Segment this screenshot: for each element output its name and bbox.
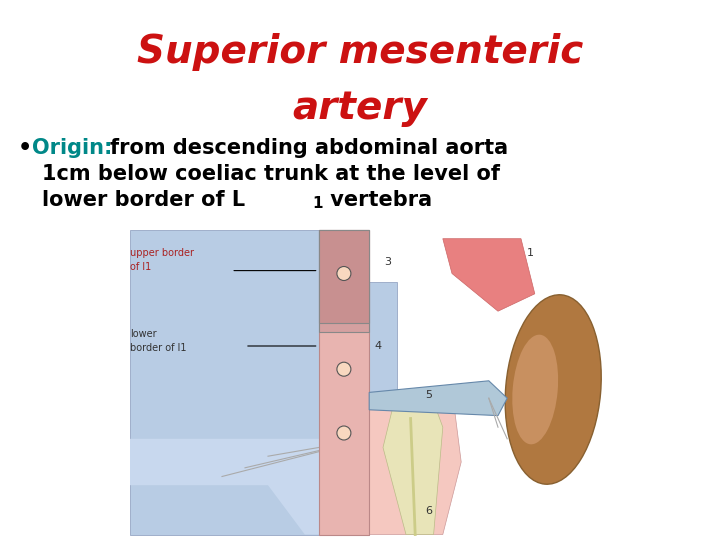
Text: 1cm below coeliac trunk at the level of: 1cm below coeliac trunk at the level of	[42, 164, 500, 184]
Text: of l1: of l1	[130, 262, 151, 272]
Polygon shape	[369, 381, 507, 416]
Ellipse shape	[512, 335, 558, 444]
Text: lower border of L: lower border of L	[42, 190, 245, 210]
Polygon shape	[319, 230, 369, 535]
Polygon shape	[319, 230, 369, 323]
Text: upper border: upper border	[130, 248, 194, 258]
Text: 6: 6	[426, 507, 433, 516]
Text: Superior mesenteric: Superior mesenteric	[137, 33, 583, 71]
Text: artery: artery	[292, 89, 428, 127]
Text: 4: 4	[375, 341, 382, 351]
Circle shape	[337, 426, 351, 440]
Text: 1: 1	[527, 248, 534, 258]
Text: Origin:: Origin:	[32, 138, 112, 158]
Text: •: •	[18, 138, 32, 158]
Polygon shape	[319, 230, 369, 332]
Polygon shape	[130, 439, 369, 535]
Text: lower: lower	[130, 329, 157, 340]
Text: 5: 5	[426, 390, 433, 400]
Polygon shape	[443, 239, 535, 311]
Text: 3: 3	[384, 257, 391, 267]
Polygon shape	[383, 389, 443, 535]
Circle shape	[337, 362, 351, 376]
Text: border of l1: border of l1	[130, 343, 186, 353]
Text: vertebra: vertebra	[323, 190, 432, 210]
Ellipse shape	[505, 295, 601, 484]
Text: from descending abdominal aorta: from descending abdominal aorta	[110, 138, 508, 158]
Text: 1: 1	[312, 197, 323, 212]
Polygon shape	[130, 230, 397, 535]
Circle shape	[337, 267, 351, 280]
Polygon shape	[369, 389, 462, 535]
